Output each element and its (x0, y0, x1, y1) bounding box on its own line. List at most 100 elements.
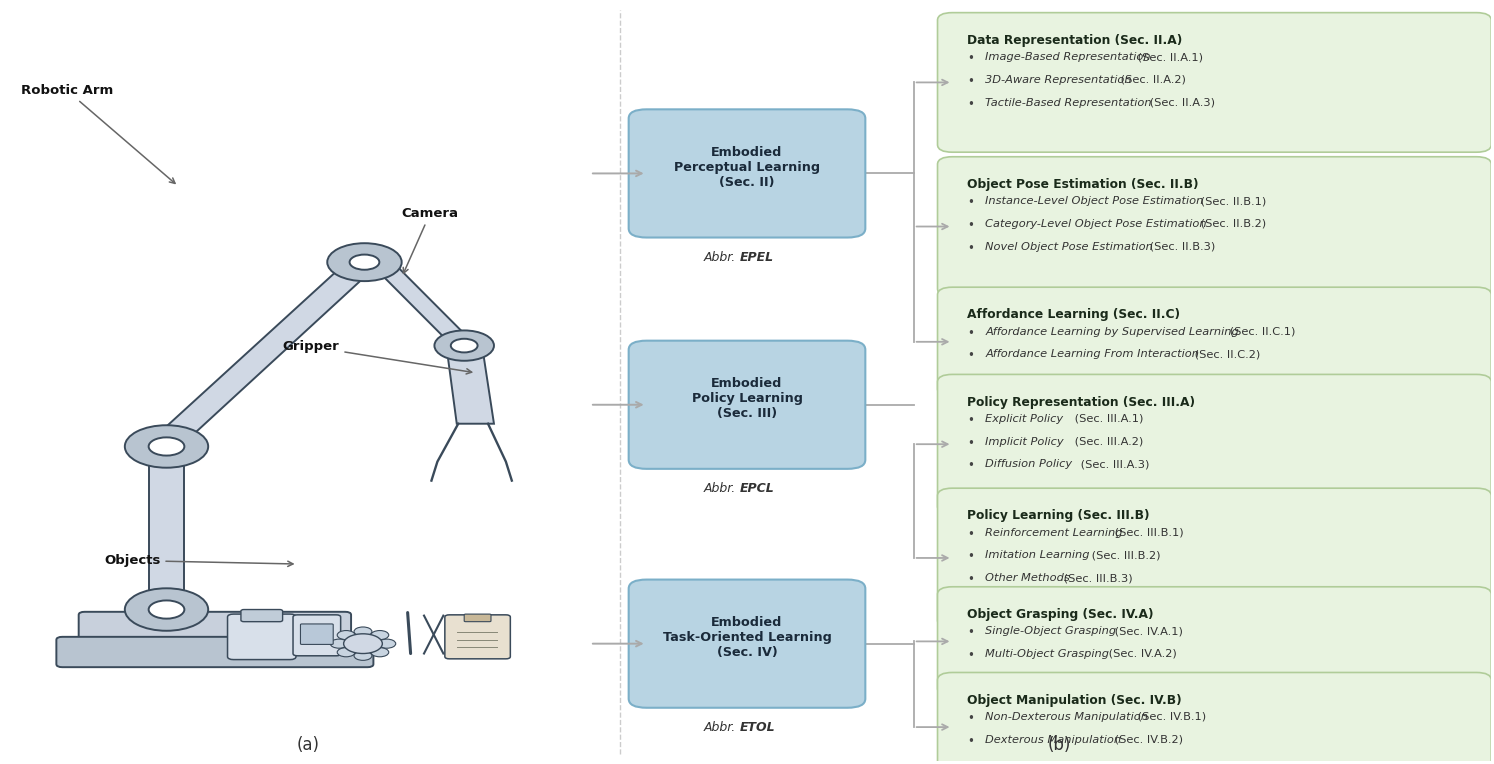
Text: Multi-Object Grasping: Multi-Object Grasping (985, 649, 1109, 659)
Text: Embodied
Perceptual Learning
(Sec. II): Embodied Perceptual Learning (Sec. II) (674, 146, 820, 189)
Text: (Sec. II.B.3): (Sec. II.B.3) (1146, 241, 1215, 251)
Text: •: • (967, 75, 974, 88)
Text: Dexterous Manipulation: Dexterous Manipulation (985, 735, 1122, 745)
Text: •: • (967, 98, 974, 111)
FancyBboxPatch shape (445, 615, 511, 659)
Text: Single-Object Grasping: Single-Object Grasping (985, 626, 1116, 636)
Text: •: • (967, 573, 974, 586)
Text: Imitation Learning: Imitation Learning (985, 550, 1089, 560)
Circle shape (354, 627, 372, 636)
Circle shape (338, 648, 356, 657)
Text: •: • (967, 459, 974, 472)
Text: (Sec. II.C.2): (Sec. II.C.2) (1191, 349, 1261, 359)
Text: Policy Representation (Sec. III.A): Policy Representation (Sec. III.A) (967, 396, 1195, 409)
Circle shape (125, 588, 208, 631)
Text: (Sec. III.A.1): (Sec. III.A.1) (1071, 414, 1143, 424)
Polygon shape (360, 253, 477, 345)
Text: Affordance Learning (Sec. II.C): Affordance Learning (Sec. II.C) (967, 309, 1180, 322)
Text: EPEL: EPEL (740, 251, 774, 264)
Text: (Sec. III.B.3): (Sec. III.B.3) (1059, 573, 1132, 583)
Circle shape (371, 630, 388, 639)
Text: •: • (967, 735, 974, 748)
Text: (Sec. IV.A.1): (Sec. IV.A.1) (1112, 626, 1183, 636)
Circle shape (378, 639, 396, 648)
FancyBboxPatch shape (938, 488, 1491, 628)
Text: •: • (967, 327, 974, 340)
FancyBboxPatch shape (241, 610, 282, 622)
Text: •: • (967, 219, 974, 232)
Text: Data Representation (Sec. II.A): Data Representation (Sec. II.A) (967, 34, 1183, 47)
Text: Objects: Objects (105, 554, 293, 567)
Text: •: • (967, 349, 974, 362)
Text: Affordance Learning From Interaction: Affordance Learning From Interaction (985, 349, 1200, 359)
Text: Abbr.: Abbr. (704, 721, 740, 734)
Text: Embodied
Policy Learning
(Sec. III): Embodied Policy Learning (Sec. III) (692, 377, 802, 420)
Circle shape (371, 648, 388, 657)
Text: •: • (967, 550, 974, 563)
Text: Policy Learning (Sec. III.B): Policy Learning (Sec. III.B) (967, 510, 1150, 523)
Circle shape (451, 338, 478, 352)
Text: Non-Dexterous Manipulation: Non-Dexterous Manipulation (985, 712, 1149, 722)
FancyBboxPatch shape (227, 614, 296, 659)
Text: Object Pose Estimation (Sec. II.B): Object Pose Estimation (Sec. II.B) (967, 178, 1198, 191)
Text: Object Grasping (Sec. IV.A): Object Grasping (Sec. IV.A) (967, 608, 1153, 621)
Text: •: • (967, 649, 974, 662)
FancyBboxPatch shape (57, 637, 374, 667)
Text: (Sec. II.A.2): (Sec. II.A.2) (1118, 75, 1186, 85)
Circle shape (344, 634, 382, 653)
FancyBboxPatch shape (79, 612, 351, 646)
Text: ETOL: ETOL (740, 721, 775, 734)
FancyBboxPatch shape (938, 672, 1491, 764)
FancyBboxPatch shape (938, 157, 1491, 296)
Text: Abbr.: Abbr. (704, 251, 740, 264)
FancyBboxPatch shape (938, 13, 1491, 152)
Text: (Sec. III.A.3): (Sec. III.A.3) (1077, 459, 1149, 469)
Text: Other Methods: Other Methods (985, 573, 1070, 583)
Text: Novel Object Pose Estimation: Novel Object Pose Estimation (985, 241, 1153, 251)
Text: Diffusion Policy: Diffusion Policy (985, 459, 1073, 469)
Text: (Sec. IV.A.2): (Sec. IV.A.2) (1106, 649, 1177, 659)
FancyBboxPatch shape (629, 109, 865, 238)
Text: Object Manipulation (Sec. IV.B): Object Manipulation (Sec. IV.B) (967, 694, 1182, 707)
Circle shape (148, 437, 184, 455)
Text: Camera: Camera (402, 206, 459, 274)
Text: Image-Based Representation: Image-Based Representation (985, 52, 1150, 62)
Circle shape (338, 630, 356, 639)
Text: (Sec. IV.B.1): (Sec. IV.B.1) (1134, 712, 1206, 722)
Text: •: • (967, 626, 974, 639)
Text: (Sec. II.A.3): (Sec. II.A.3) (1146, 98, 1215, 108)
FancyBboxPatch shape (938, 587, 1491, 696)
Text: •: • (967, 436, 974, 449)
Polygon shape (447, 345, 495, 424)
Polygon shape (148, 261, 382, 442)
Text: •: • (967, 196, 974, 209)
Text: Implicit Policy: Implicit Policy (985, 436, 1064, 447)
Text: Abbr.: Abbr. (704, 482, 740, 495)
Text: 3D-Aware Representation: 3D-Aware Representation (985, 75, 1132, 85)
Text: •: • (967, 528, 974, 541)
FancyBboxPatch shape (293, 615, 341, 656)
Polygon shape (148, 446, 184, 616)
Text: •: • (967, 241, 974, 254)
Text: (b): (b) (1047, 736, 1071, 753)
Text: (Sec. III.B.1): (Sec. III.B.1) (1112, 528, 1183, 538)
Text: •: • (967, 414, 974, 427)
Text: (Sec. II.A.1): (Sec. II.A.1) (1134, 52, 1203, 62)
Text: Instance-Level Object Pose Estimation: Instance-Level Object Pose Estimation (985, 196, 1204, 206)
Text: Robotic Arm: Robotic Arm (21, 84, 175, 183)
Text: (Sec. IV.B.2): (Sec. IV.B.2) (1112, 735, 1183, 745)
Text: (Sec. II.B.2): (Sec. II.B.2) (1197, 219, 1267, 229)
Text: (Sec. III.A.2): (Sec. III.A.2) (1071, 436, 1143, 447)
FancyBboxPatch shape (938, 287, 1491, 397)
Circle shape (350, 254, 379, 270)
Text: Affordance Learning by Supervised Learning: Affordance Learning by Supervised Learni… (985, 327, 1239, 337)
FancyBboxPatch shape (629, 341, 865, 469)
Text: Embodied
Task-Oriented Learning
(Sec. IV): Embodied Task-Oriented Learning (Sec. IV… (662, 616, 832, 659)
Text: Explicit Policy: Explicit Policy (985, 414, 1064, 424)
Text: (Sec. II.C.1): (Sec. II.C.1) (1227, 327, 1295, 337)
FancyBboxPatch shape (629, 580, 865, 707)
Text: (a): (a) (296, 736, 320, 753)
FancyBboxPatch shape (465, 614, 492, 622)
Text: •: • (967, 52, 974, 65)
Text: EPCL: EPCL (740, 482, 774, 495)
